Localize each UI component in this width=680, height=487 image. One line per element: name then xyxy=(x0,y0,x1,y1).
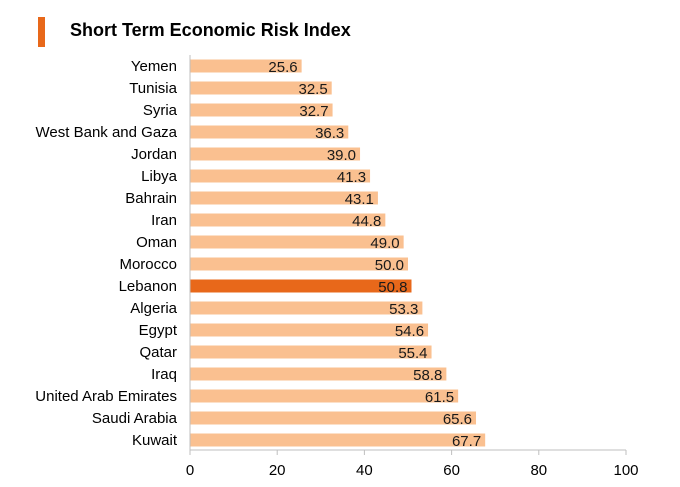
category-label: Libya xyxy=(141,168,178,185)
value-label: 32.5 xyxy=(298,81,327,98)
value-label: 36.3 xyxy=(315,125,344,142)
category-label: Syria xyxy=(143,102,178,119)
category-label: Oman xyxy=(136,234,177,251)
bar xyxy=(190,147,361,161)
value-label: 50.0 xyxy=(375,257,404,274)
category-label: Iran xyxy=(151,212,177,229)
value-label: 41.3 xyxy=(337,169,366,186)
bar xyxy=(190,125,349,139)
x-tick-label: 80 xyxy=(530,462,547,479)
bar xyxy=(190,191,378,205)
value-label: 43.1 xyxy=(345,191,374,208)
x-tick-label: 100 xyxy=(613,462,638,479)
bar xyxy=(190,433,486,447)
category-label: United Arab Emirates xyxy=(35,388,177,405)
value-label: 49.0 xyxy=(370,235,399,252)
bar xyxy=(190,389,459,403)
value-label: 44.8 xyxy=(352,213,381,230)
value-label: 32.7 xyxy=(299,103,328,120)
value-label: 50.8 xyxy=(378,279,407,296)
value-label: 67.7 xyxy=(452,433,481,450)
bar xyxy=(190,345,432,359)
bar xyxy=(190,323,429,337)
category-label: Bahrain xyxy=(125,190,177,207)
value-label: 61.5 xyxy=(425,389,454,406)
value-label: 39.0 xyxy=(327,147,356,164)
title-accent-bar xyxy=(38,17,45,47)
category-label: Tunisia xyxy=(129,80,177,97)
category-label: Morocco xyxy=(119,256,177,273)
bar xyxy=(190,279,412,293)
x-tick-label: 60 xyxy=(443,462,460,479)
x-tick-label: 0 xyxy=(186,462,194,479)
category-label: Jordan xyxy=(131,146,177,163)
bar xyxy=(190,257,408,271)
x-tick-label: 40 xyxy=(356,462,373,479)
category-label: Yemen xyxy=(131,58,177,75)
x-tick-label: 20 xyxy=(269,462,286,479)
category-label: West Bank and Gaza xyxy=(36,124,178,141)
category-label: Lebanon xyxy=(119,278,177,295)
category-label: Egypt xyxy=(139,322,178,339)
value-label: 65.6 xyxy=(443,411,472,428)
bar xyxy=(190,367,447,381)
category-label: Kuwait xyxy=(132,432,178,449)
category-label: Qatar xyxy=(139,344,177,361)
category-label: Iraq xyxy=(151,366,177,383)
bar xyxy=(190,103,333,117)
value-label: 58.8 xyxy=(413,367,442,384)
bar xyxy=(190,213,386,227)
value-label: 25.6 xyxy=(268,59,297,76)
bar xyxy=(190,169,371,183)
category-label: Saudi Arabia xyxy=(92,410,178,427)
value-label: 54.6 xyxy=(395,323,424,340)
value-label: 53.3 xyxy=(389,301,418,318)
bar xyxy=(190,81,332,95)
category-label: Algeria xyxy=(130,300,177,317)
bar xyxy=(190,235,404,249)
bar xyxy=(190,59,302,73)
chart-title: Short Term Economic Risk Index xyxy=(70,20,351,40)
bar xyxy=(190,301,423,315)
value-label: 55.4 xyxy=(398,345,427,362)
bar xyxy=(190,411,477,425)
